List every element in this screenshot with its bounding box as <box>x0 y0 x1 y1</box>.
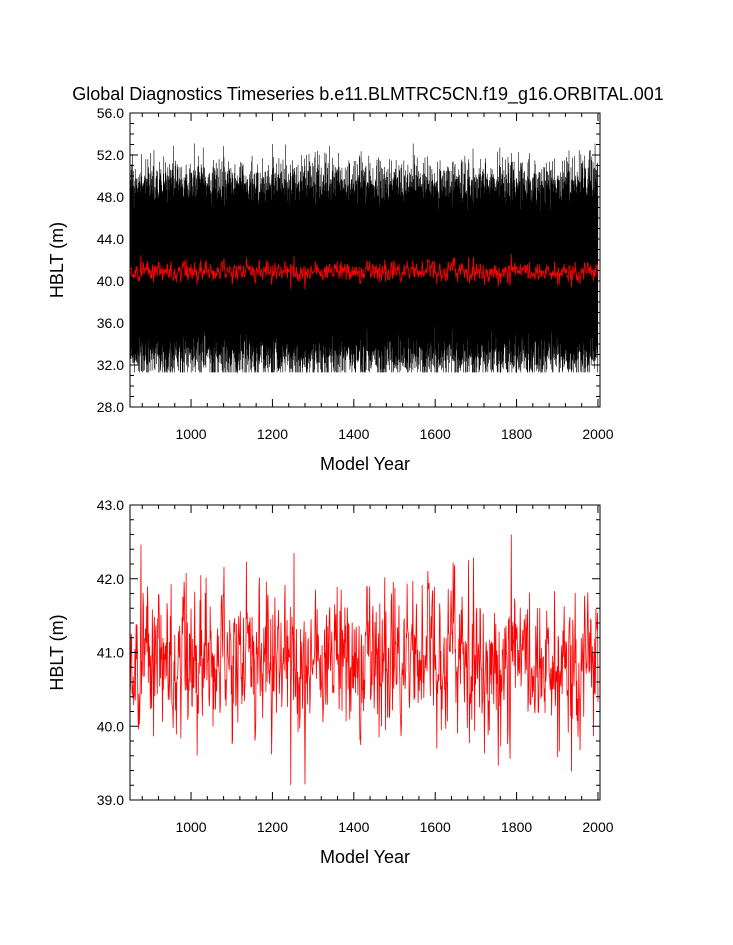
bottom-y-axis-label: HBLT (m) <box>47 614 67 690</box>
bottom-ticks: 1000 1200 1400 1600 1800 2000 39.0 40.0 41.0 42.0… <box>97 497 614 835</box>
top-x-tick-label: 1400 <box>338 426 369 442</box>
top-ticks: 1000 1200 1400 1600 1800 2000 28.0 32.0 36.0 40.0… <box>97 105 614 442</box>
top-series-annual-line <box>129 253 599 290</box>
bottom-x-axis-label: Model Year <box>320 847 410 867</box>
bottom-y-tick-label: 42.0 <box>97 571 124 587</box>
top-x-tick-label: 1800 <box>501 426 532 442</box>
top-y-tick-label: 32.0 <box>97 357 124 373</box>
top-chart: 1000 1200 1400 1600 1800 2000 28.0 32.0 36.0 40.0… <box>47 105 614 474</box>
top-y-tick-label: 28.0 <box>97 399 124 415</box>
top-series-layer <box>129 143 599 373</box>
bottom-chart: 1000 1200 1400 1600 1800 2000 39.0 40.0 41.0 42.0… <box>47 497 614 867</box>
top-x-tick-label: 1000 <box>175 426 206 442</box>
top-y-axis-label: HBLT (m) <box>47 222 67 298</box>
top-y-tick-label: 44.0 <box>97 231 124 247</box>
top-x-tick-label: 2000 <box>582 426 613 442</box>
top-y-tick-label: 36.0 <box>97 315 124 331</box>
bottom-x-tick-label: 1800 <box>501 819 532 835</box>
bottom-x-tick-label: 1200 <box>257 819 288 835</box>
bottom-x-tick-label: 1600 <box>420 819 451 835</box>
bottom-x-tick-label: 1400 <box>338 819 369 835</box>
top-y-tick-label: 40.0 <box>97 273 124 289</box>
bottom-y-tick-label: 39.0 <box>97 792 124 808</box>
top-x-tick-label: 1200 <box>257 426 288 442</box>
figure-title: Global Diagnostics Timeseries b.e11.BLMT… <box>72 84 664 105</box>
bottom-series-layer <box>129 534 599 786</box>
top-x-axis-label: Model Year <box>320 454 410 474</box>
bottom-x-tick-label: 2000 <box>582 819 613 835</box>
top-x-tick-label: 1600 <box>420 426 451 442</box>
top-series-monthly-line <box>129 143 599 373</box>
top-y-tick-label: 56.0 <box>97 105 124 121</box>
bottom-x-tick-label: 1000 <box>175 819 206 835</box>
bottom-y-tick-label: 41.0 <box>97 645 124 661</box>
top-y-tick-label: 52.0 <box>97 147 124 163</box>
bottom-series-annual-line <box>129 534 599 786</box>
bottom-y-tick-label: 40.0 <box>97 718 124 734</box>
bottom-y-tick-label: 43.0 <box>97 497 124 513</box>
top-y-tick-label: 48.0 <box>97 189 124 205</box>
